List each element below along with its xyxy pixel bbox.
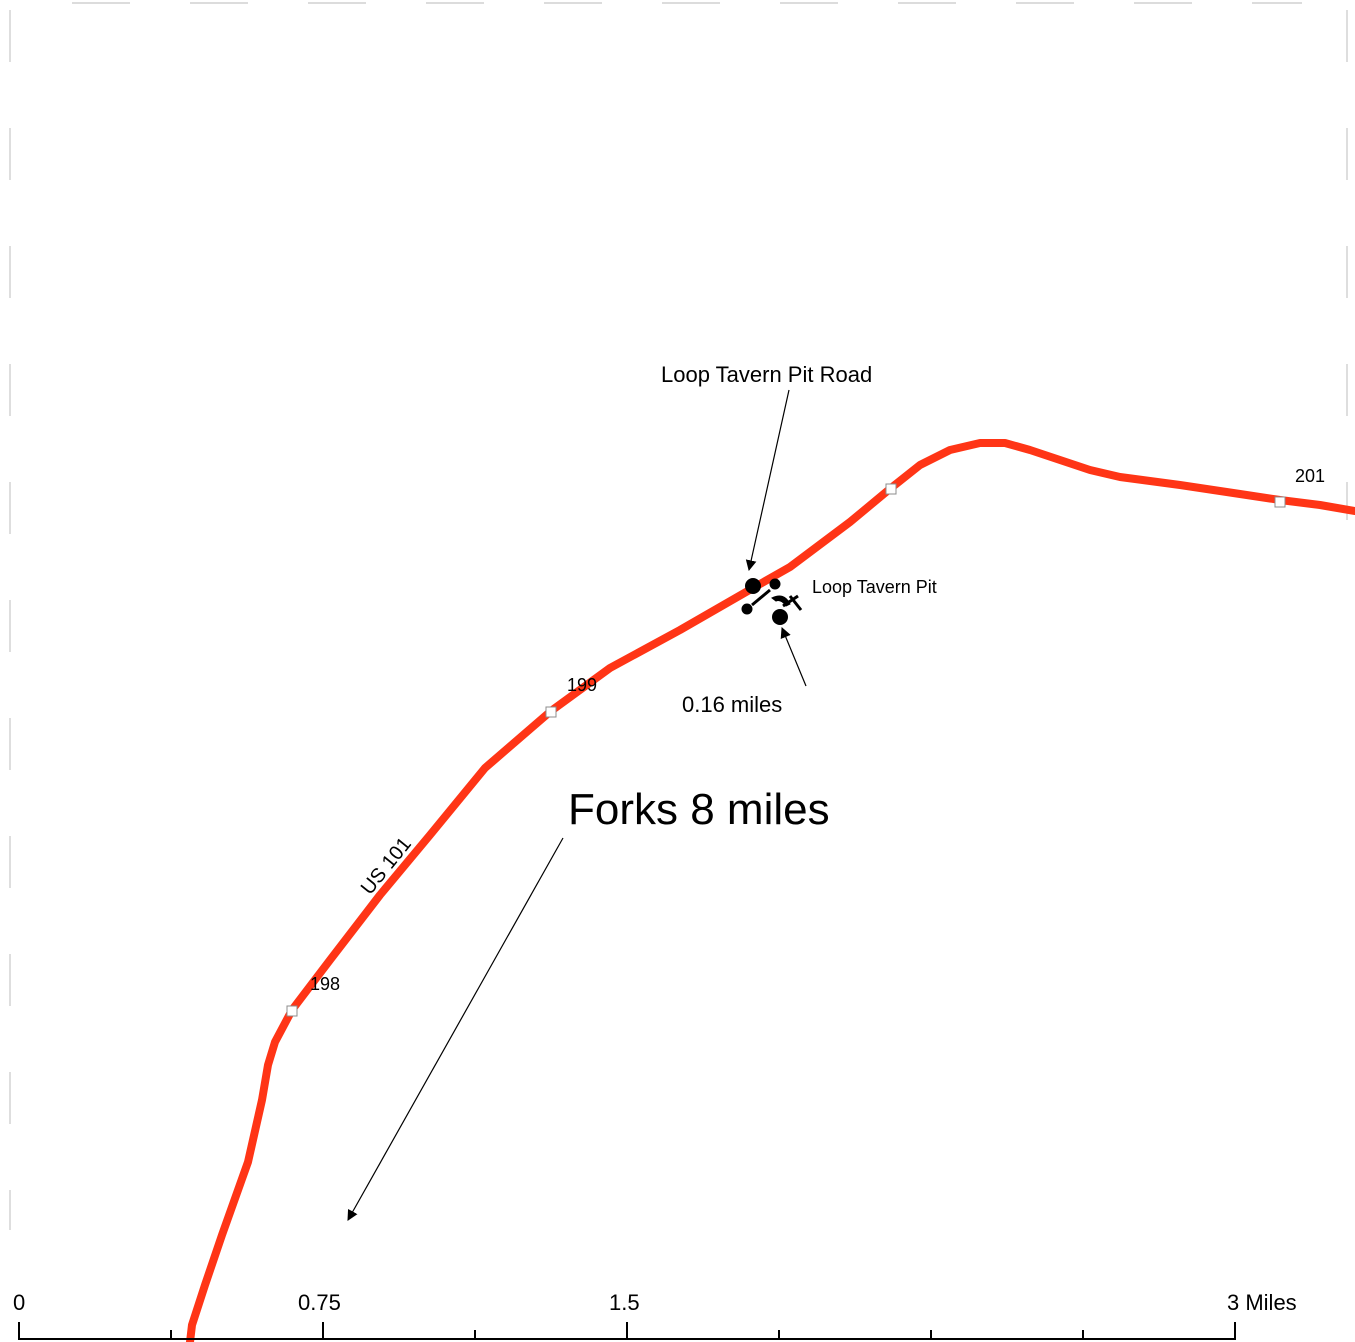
milepost-201-marker: [1274, 496, 1286, 508]
road-name-leader-arrow: [745, 389, 790, 572]
road-junction-point: [745, 578, 761, 594]
milepost-199-label: 199: [567, 675, 597, 695]
scale-label-3-miles: 3 Miles: [1227, 1290, 1297, 1315]
road-name-callout: Loop Tavern Pit Road: [661, 362, 872, 387]
scale-label-1-5: 1.5: [609, 1290, 640, 1315]
site-label-loop-tavern-pit: Loop Tavern Pit: [812, 577, 937, 597]
milepost-198-label: 198: [310, 974, 340, 994]
quarry-pick-shovel-icon: [741, 578, 803, 615]
milepost-unlabeled: [885, 483, 897, 495]
milepost-201: 201: [1274, 466, 1325, 508]
direction-callout: Forks 8 miles: [568, 785, 830, 834]
point-marker-icon: [772, 609, 788, 625]
milepost-201-label: 201: [1295, 466, 1325, 486]
scale-label-0-75: 0.75: [298, 1290, 341, 1315]
milepost-199-marker: [545, 706, 557, 718]
milepost-198: 198: [286, 974, 340, 1017]
scale-bar: [18, 1322, 1236, 1340]
milepost-unlabeled-marker: [885, 483, 897, 495]
map-frame: [9, 2, 1348, 1230]
distance-leader-arrow: [780, 627, 807, 687]
distance-callout: 0.16 miles: [682, 692, 782, 717]
scale-label-0: 0: [13, 1290, 25, 1315]
direction-leader-arrow: [347, 837, 564, 1221]
milepost-199: 199: [545, 675, 597, 718]
milepost-198-marker: [286, 1005, 298, 1017]
